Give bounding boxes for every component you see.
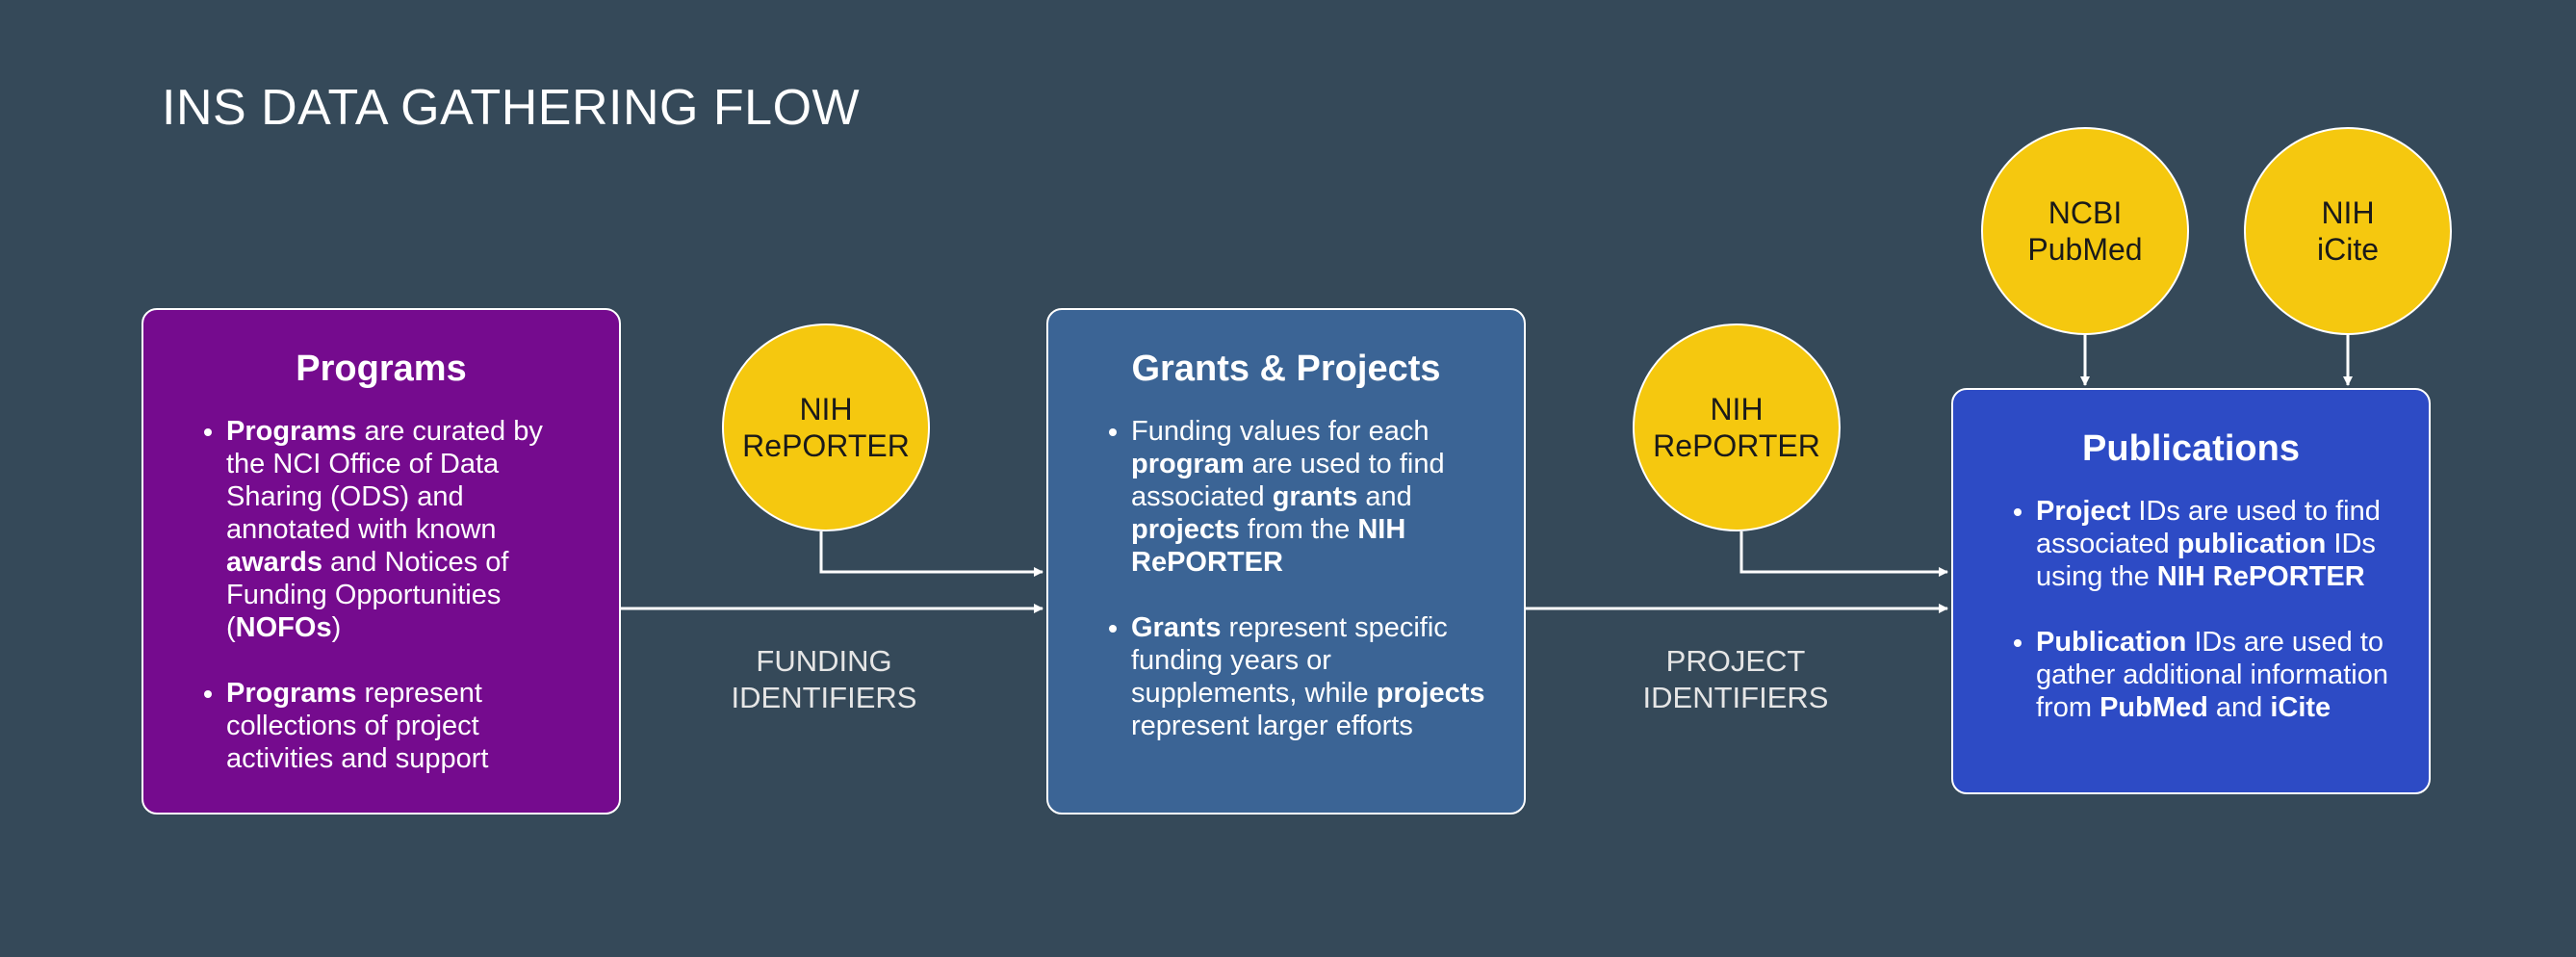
arrow-reporter1-to-grants xyxy=(819,531,1043,577)
programs-heading: Programs xyxy=(296,349,467,389)
bullet-item: Funding values for each program are used… xyxy=(1131,415,1489,579)
page-title: INS DATA GATHERING FLOW xyxy=(162,80,861,136)
programs-box: Programs Programs are curated by the NCI… xyxy=(142,308,621,815)
nih-icite-source: NIH iCite xyxy=(2244,127,2452,335)
bullet-item: Project IDs are used to find associated … xyxy=(2036,495,2394,593)
nih-reporter-source-1: NIH RePORTER xyxy=(722,323,930,531)
bullet-item: Grants represent specific funding years … xyxy=(1131,611,1489,742)
arrow-reporter2-to-publications xyxy=(1739,531,1948,577)
ncbi-pubmed-source: NCBI PubMed xyxy=(1981,127,2189,335)
publications-heading: Publications xyxy=(2082,428,2300,469)
bullet-item: Publication IDs are used to gather addit… xyxy=(2036,626,2394,724)
bullet-item: Programs represent collections of projec… xyxy=(226,677,584,775)
programs-bullets: Programs are curated by the NCI Office o… xyxy=(192,415,584,775)
grants-projects-bullets: Funding values for each program are used… xyxy=(1096,415,1489,742)
grants-projects-heading: Grants & Projects xyxy=(1131,349,1441,389)
nih-reporter-source-2: NIH RePORTER xyxy=(1633,323,1841,531)
publications-bullets: Project IDs are used to find associated … xyxy=(2001,495,2394,724)
bullet-item: Programs are curated by the NCI Office o… xyxy=(226,415,584,644)
project-identifiers-label: PROJECT IDENTIFIERS xyxy=(1642,644,1829,714)
funding-identifiers-label: FUNDING IDENTIFIERS xyxy=(731,644,917,714)
grants-projects-box: Grants & Projects Funding values for eac… xyxy=(1046,308,1526,815)
publications-box: Publications Project IDs are used to fin… xyxy=(1951,388,2431,794)
